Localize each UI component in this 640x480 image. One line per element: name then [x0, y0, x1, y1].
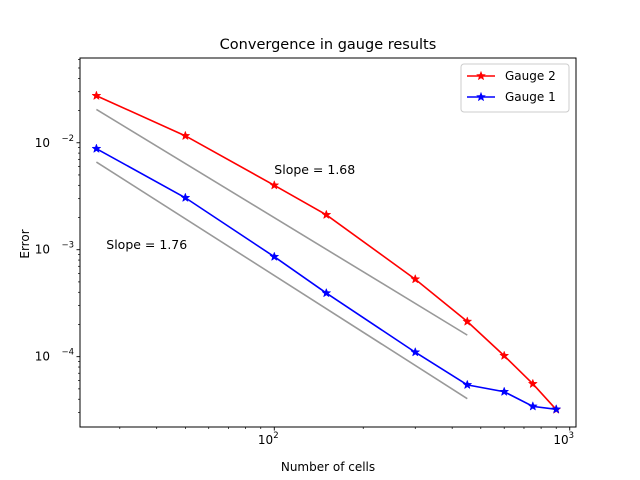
x-tick-label: 103 [553, 431, 574, 447]
y-tick-label: 10 −2 [35, 134, 74, 150]
x-axis-ticks: 102 103 [119, 427, 574, 447]
legend-marker-gauge-2 [475, 70, 487, 81]
data-point-gauge-1 [321, 287, 332, 298]
x-axis-label: Number of cells [281, 460, 375, 474]
reference-lines [95, 108, 468, 400]
x-tick-label-base: 10 [258, 433, 273, 447]
slope-line-1.76 [95, 161, 468, 400]
series-line-gauge-1 [96, 147, 557, 411]
data-point-gauge-1 [91, 143, 102, 153]
data-point-gauge-2 [269, 179, 280, 190]
data-point-gauge-1 [551, 404, 562, 414]
data-point-gauge-2 [91, 90, 102, 101]
legend-star-gauge-2 [475, 70, 487, 81]
data-point-gauge-1 [180, 192, 191, 203]
y-tick-label-base: 10 [35, 243, 50, 257]
data-point-gauge-2 [499, 350, 510, 361]
annotations: Slope = 1.68 Slope = 1.76 [106, 162, 355, 252]
legend-marker-gauge-1 [475, 91, 487, 102]
data-point-gauge-2 [321, 209, 332, 220]
y-tick-label-exponent: −4 [61, 348, 74, 358]
data-point-gauge-2 [410, 273, 421, 284]
x-tick-label-exponent: 2 [273, 431, 278, 441]
y-tick-label-exponent: −3 [61, 241, 74, 251]
x-tick-label-exponent: 3 [569, 431, 574, 441]
plot-frame [79, 57, 577, 428]
legend-label-gauge-1: Gauge 1 [505, 90, 556, 104]
chart-title: Convergence in gauge results [220, 37, 437, 53]
y-tick-label: 10 −4 [35, 348, 74, 364]
data-point-gauge-2 [527, 378, 538, 389]
data-point-gauge-1 [499, 386, 510, 397]
y-axis-label: Error [18, 229, 32, 258]
data-point-gauge-1 [269, 251, 280, 262]
y-tick-label: 10 −3 [35, 241, 74, 257]
data-point-gauge-1 [462, 379, 473, 390]
data-point-gauge-2 [180, 130, 191, 141]
legend-star-gauge-1 [475, 91, 487, 102]
data-point-gauge-2 [462, 316, 473, 326]
slope-label-1.68: Slope = 1.68 [274, 162, 355, 177]
y-axis-ticks: 10 −4 10 −3 10 −2 [35, 59, 80, 413]
series-line-gauge-2 [96, 95, 557, 411]
data-point-gauge-1 [410, 346, 421, 357]
y-tick-label-base: 10 [35, 350, 50, 364]
series-layer [91, 90, 562, 414]
x-tick-label: 102 [258, 431, 279, 447]
legend: Gauge 2 Gauge 1 [460, 63, 570, 113]
y-tick-label-base: 10 [35, 136, 50, 150]
x-tick-label-base: 10 [553, 433, 568, 447]
slope-line-1.68 [95, 108, 468, 336]
y-tick-label-exponent: −2 [61, 134, 74, 144]
slope-label-1.76: Slope = 1.76 [106, 237, 187, 252]
data-point-gauge-1 [527, 401, 538, 411]
legend-label-gauge-2: Gauge 2 [505, 69, 556, 83]
